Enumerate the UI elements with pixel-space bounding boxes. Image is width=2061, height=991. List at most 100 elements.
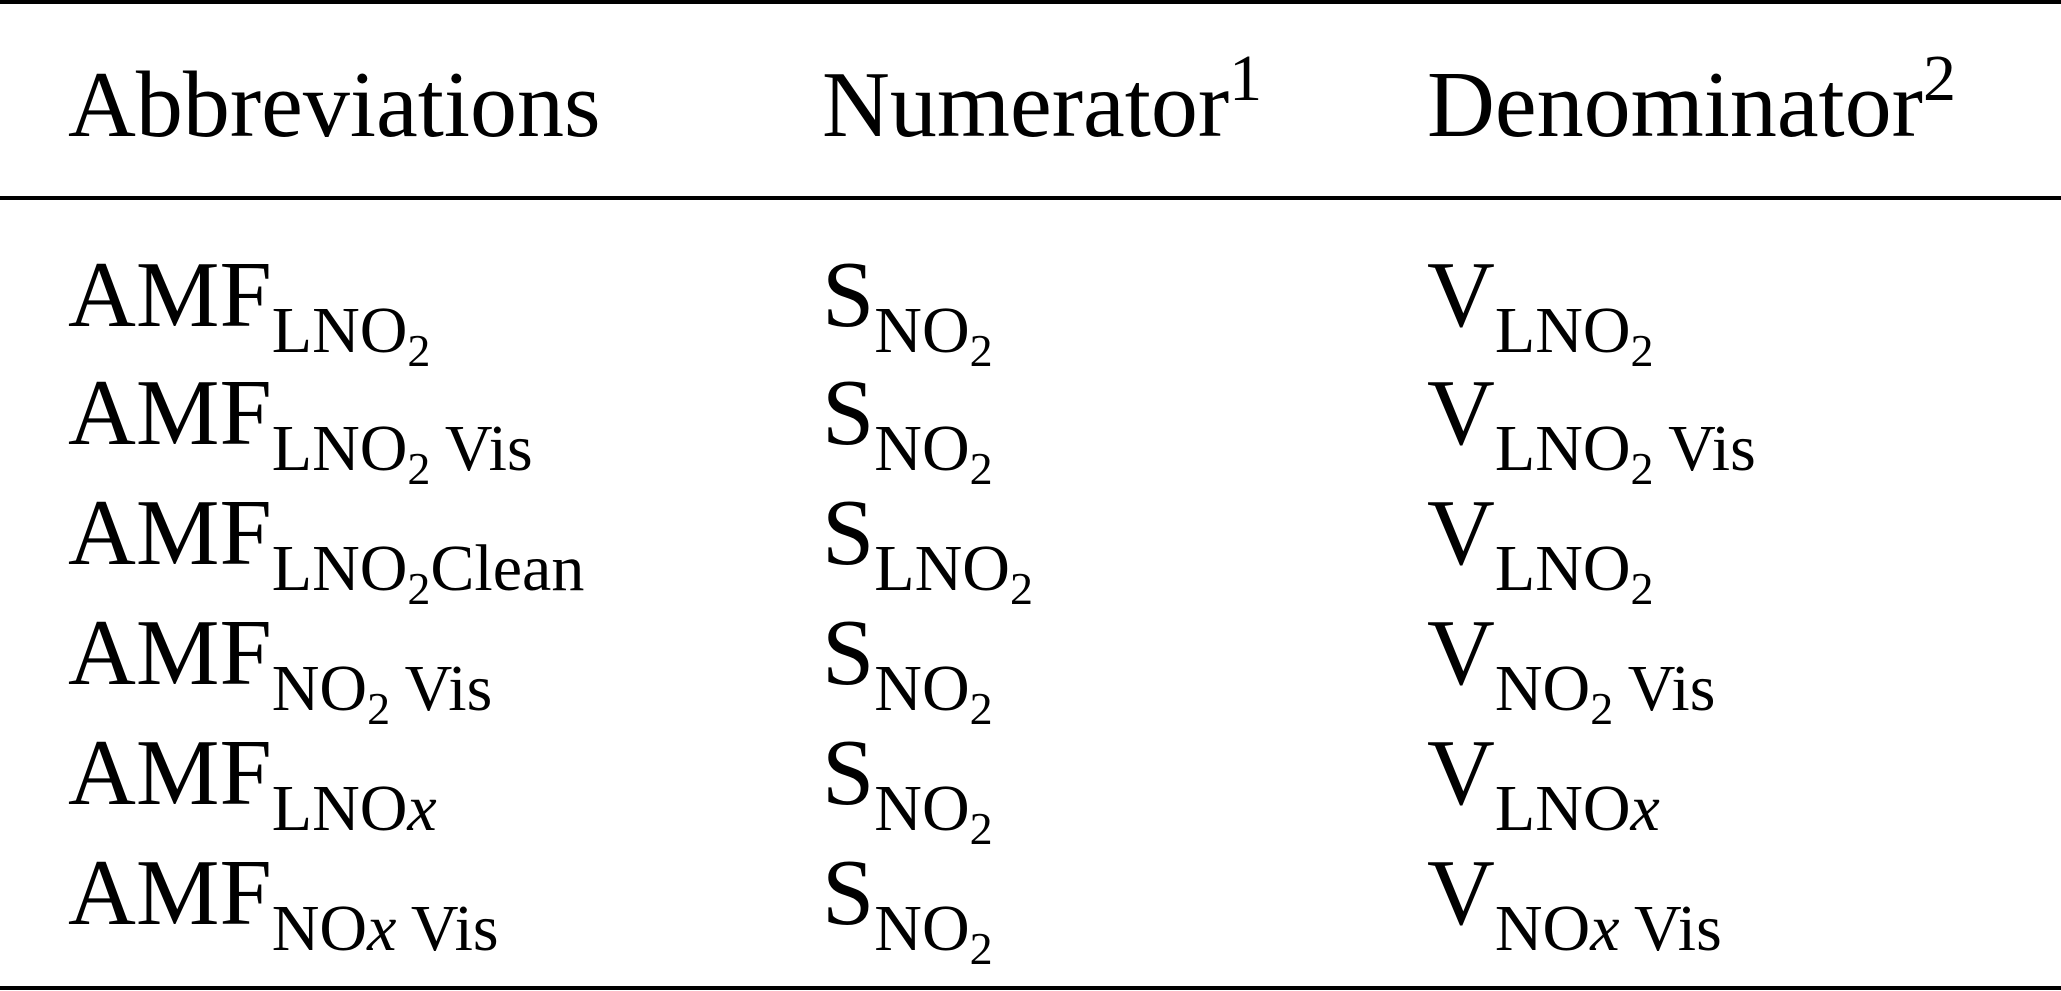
header-denominator-footnote: 2 (1922, 41, 1956, 115)
abbr-subscript: NOx Vis (272, 892, 499, 965)
row-4-abbreviation: AMFNO2 Vis (68, 606, 492, 732)
den-subscript: NO2 Vis (1494, 652, 1716, 732)
row-2-denominator: VLNO2 Vis (1427, 366, 1756, 492)
num-subscript: NO2 (874, 892, 992, 972)
abbr-base: AMF (68, 721, 272, 825)
num-sub-species: LNO (874, 532, 1010, 606)
den-subscript: LNOx (1495, 772, 1660, 845)
abbr-sub-qualifier: Vis (404, 652, 493, 726)
row-4-denominator: VNO2 Vis (1427, 606, 1715, 732)
den-sub-variable: x (1630, 772, 1660, 846)
abbr-sub-qualifier: Vis (410, 892, 499, 966)
abbr-sub-species: LNO (271, 294, 408, 368)
num-base: S (822, 481, 875, 585)
abbr-sub-qualifier: Clean (430, 532, 585, 606)
num-sub-index: 2 (969, 443, 993, 495)
abbr-subscript: LNO2 (271, 294, 431, 374)
den-base: V (1427, 361, 1495, 465)
table-top-rule (0, 0, 2061, 4)
den-sub-variable: x (1590, 892, 1620, 966)
row-1-abbreviation: AMFLNO2 (68, 248, 430, 374)
abbr-subscript: LNOx (272, 772, 437, 845)
num-base: S (822, 721, 875, 825)
abbr-sub-variable: x (407, 772, 437, 846)
num-sub-species: NO (874, 652, 970, 726)
num-sub-index: 2 (969, 803, 993, 855)
den-base: V (1427, 721, 1495, 825)
abbr-sub-index: 2 (407, 563, 431, 615)
row-2-abbreviation: AMFLNO2 Vis (68, 366, 533, 492)
den-sub-species: NO (1494, 892, 1591, 966)
den-sub-index: 2 (1630, 563, 1654, 615)
row-6-numerator: SNO2 (822, 846, 993, 972)
row-6-abbreviation: AMFNOx Vis (68, 846, 499, 962)
den-sub-species: NO (1494, 652, 1591, 726)
den-sub-qualifier: Vis (1634, 892, 1722, 966)
abbr-subscript: NO2 Vis (272, 652, 493, 732)
den-subscript: LNO2 Vis (1494, 412, 1756, 492)
abbr-base: AMF (68, 481, 272, 585)
table-bottom-rule (0, 986, 2061, 990)
den-subscript: LNO2 (1494, 532, 1654, 612)
num-sub-species: NO (874, 294, 970, 368)
den-sub-qualifier: Vis (1668, 412, 1756, 486)
num-base: S (822, 601, 875, 705)
num-subscript: NO2 (874, 772, 992, 852)
den-sub-species: LNO (1494, 772, 1631, 846)
num-sub-species: NO (874, 892, 970, 966)
num-subscript: LNO2 (874, 532, 1033, 612)
row-5-numerator: SNO2 (822, 726, 993, 852)
header-numerator-footnote: 1 (1229, 41, 1263, 115)
row-5-abbreviation: AMFLNOx (68, 726, 437, 842)
num-base: S (822, 243, 875, 347)
den-base: V (1427, 481, 1495, 585)
abbr-sub-qualifier: Vis (444, 412, 533, 486)
row-6-denominator: VNOx Vis (1427, 846, 1722, 962)
den-sub-species: LNO (1494, 532, 1631, 606)
num-sub-index: 2 (969, 923, 993, 975)
header-numerator: Numerator1 (822, 45, 1262, 152)
abbr-subscript: LNO2Clean (271, 532, 585, 612)
den-base: V (1427, 243, 1495, 347)
num-sub-index: 2 (1009, 563, 1033, 615)
num-subscript: NO2 (874, 652, 992, 732)
row-2-numerator: SNO2 (822, 366, 993, 492)
den-sub-species: LNO (1494, 294, 1631, 368)
header-denominator-label: Denominator (1427, 53, 1923, 157)
num-subscript: NO2 (874, 294, 992, 374)
num-base: S (822, 841, 875, 945)
abbr-base: AMF (68, 361, 272, 465)
table-header-rule (0, 196, 2061, 200)
abbr-sub-species: NO (271, 892, 368, 966)
abbr-base: AMF (68, 841, 272, 945)
header-abbreviations-label: Abbreviations (68, 53, 601, 157)
den-sub-qualifier: Vis (1627, 652, 1716, 726)
abbr-base: AMF (68, 243, 272, 347)
num-sub-species: NO (874, 772, 970, 846)
header-denominator: Denominator2 (1427, 45, 1956, 152)
header-numerator-label: Numerator (822, 53, 1230, 157)
header-abbreviations: Abbreviations (68, 58, 601, 152)
abbr-sub-index: 2 (407, 325, 431, 377)
abbr-sub-variable: x (367, 892, 397, 966)
abbr-subscript: LNO2 Vis (271, 412, 533, 492)
den-base: V (1427, 841, 1495, 945)
abbr-sub-index: 2 (407, 443, 431, 495)
num-sub-species: NO (874, 412, 970, 486)
row-1-denominator: VLNO2 (1427, 248, 1654, 374)
num-sub-index: 2 (969, 683, 993, 735)
den-sub-index: 2 (1630, 443, 1654, 495)
abbr-sub-species: LNO (271, 532, 408, 606)
den-sub-index: 2 (1630, 325, 1654, 377)
row-5-denominator: VLNOx (1427, 726, 1660, 842)
den-sub-species: LNO (1494, 412, 1631, 486)
abbr-sub-species: LNO (271, 412, 408, 486)
den-subscript: NOx Vis (1495, 892, 1722, 965)
row-1-numerator: SNO2 (822, 248, 993, 374)
den-subscript: LNO2 (1494, 294, 1654, 374)
row-4-numerator: SNO2 (822, 606, 993, 732)
row-3-denominator: VLNO2 (1427, 486, 1654, 612)
row-3-abbreviation: AMFLNO2Clean (68, 486, 584, 612)
num-subscript: NO2 (874, 412, 992, 492)
abbr-sub-species: LNO (271, 772, 408, 846)
